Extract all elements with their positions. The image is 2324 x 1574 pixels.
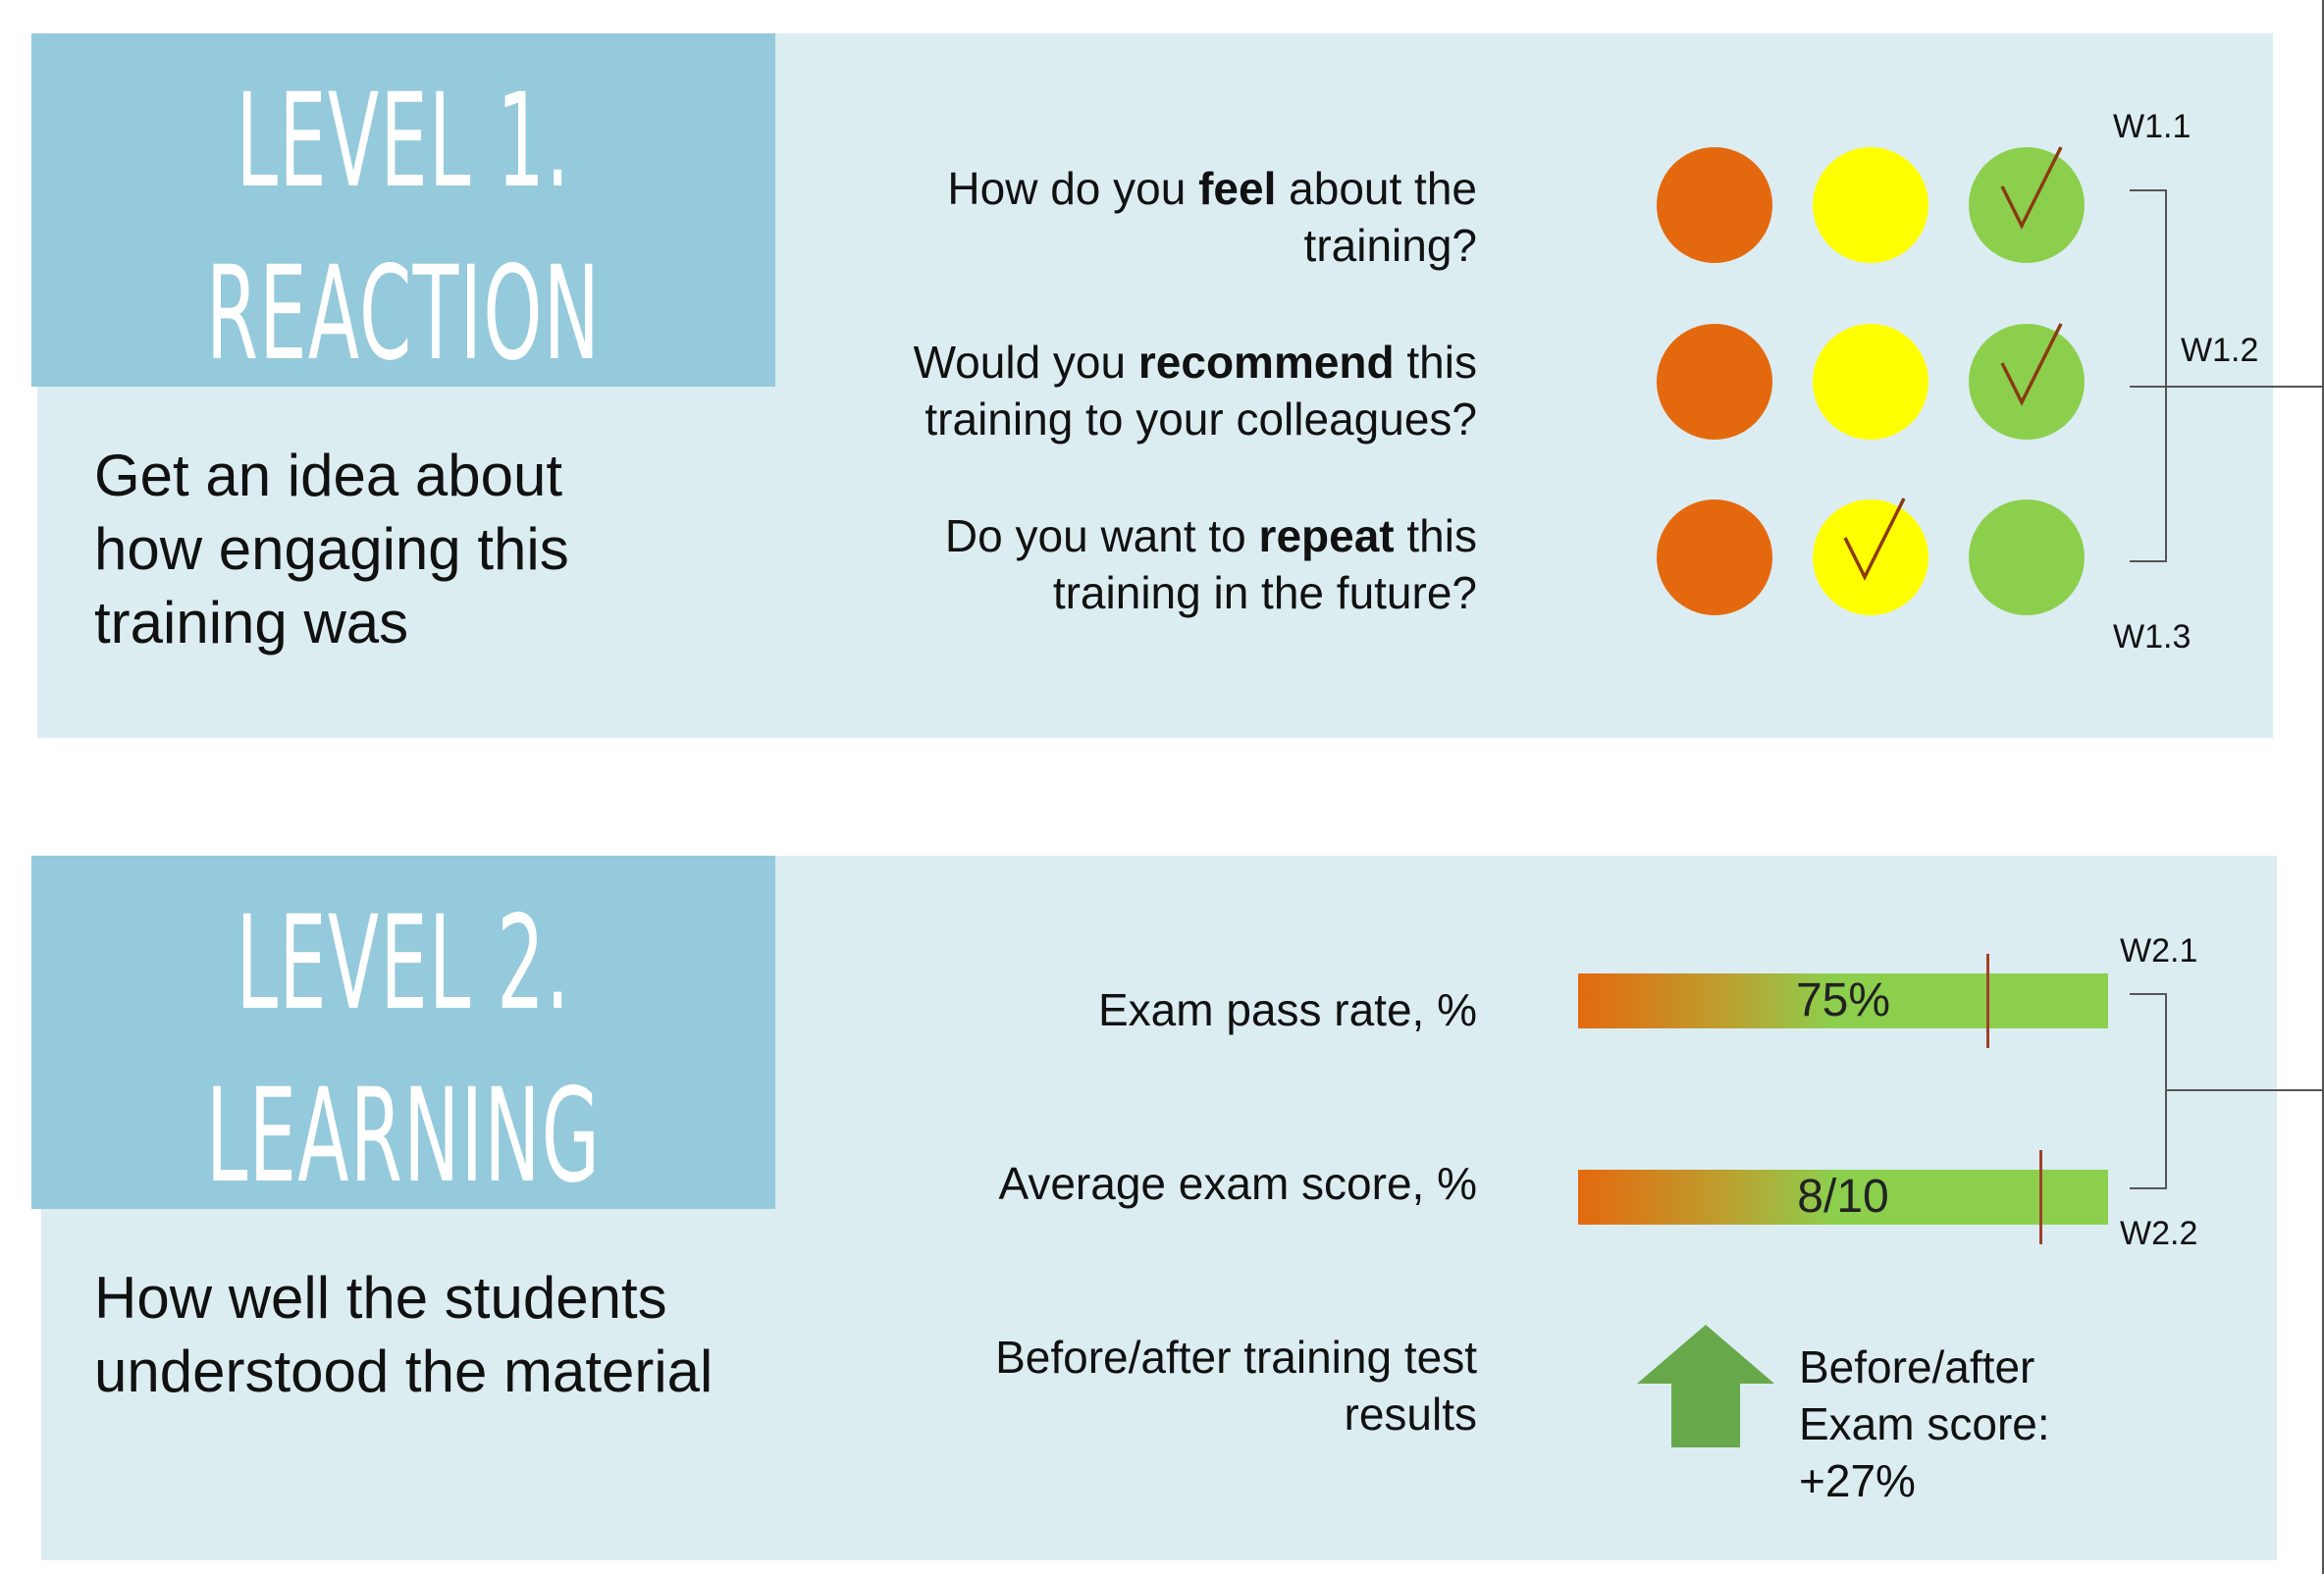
question-text-post: about the training? [1276, 163, 1477, 271]
level2-title-block: LEVEL 2. LEARNING [31, 856, 775, 1209]
bracket-vertical [2165, 189, 2167, 562]
check-icon [1843, 498, 1906, 581]
rating-dot-orange[interactable] [1657, 147, 1772, 263]
page-edge-line [2322, 0, 2324, 1574]
bracket-bottom-tick [2130, 1187, 2167, 1189]
level2-description: How well the students understood the mat… [94, 1265, 713, 1404]
check-icon [2000, 323, 2063, 406]
question-text-post: this training in the future? [1052, 510, 1477, 618]
pass-rate-value: 75% [1795, 974, 1891, 1026]
bracket-vertical [2165, 993, 2167, 1189]
level1-question-feel: How do you feel about the training? [805, 160, 1477, 274]
level1-question-repeat: Do you want to repeat this training in t… [805, 507, 1477, 621]
level1-description: Get an idea about how engaging this trai… [94, 443, 569, 656]
bracket-top-tick [2130, 993, 2167, 995]
question-text-post: this training to your colleagues? [924, 337, 1477, 445]
before-after-label: Before/after training test results [995, 1332, 1477, 1440]
before-after-result: Before/after Exam score: +27% [1799, 1341, 2050, 1506]
weight-label-w1-1: W1.1 [2113, 108, 2192, 145]
rating-dot-orange[interactable] [1657, 324, 1772, 440]
weight-label-w2-2: W2.2 [2120, 1215, 2198, 1252]
rating-dot-green[interactable] [1969, 324, 2085, 440]
level1-question-recommend: Would you recommend this training to you… [805, 334, 1477, 447]
weight-label-w1-2: W1.2 [2181, 332, 2259, 369]
metric-label-avg-score: Average exam score, % [998, 1158, 1478, 1209]
rating-dot-yellow[interactable] [1813, 324, 1928, 440]
level2-title-line1: LEVEL 2. [236, 888, 571, 1039]
question-keyword: feel [1198, 163, 1277, 214]
rating-dot-yellow[interactable] [1813, 499, 1928, 615]
pass-rate-marker [1986, 954, 1989, 1048]
question-keyword: repeat [1258, 510, 1395, 561]
rating-dot-orange[interactable] [1657, 499, 1772, 615]
question-text-pre: Would you [913, 337, 1138, 388]
question-text-pre: Do you want to [944, 510, 1259, 561]
check-icon [2000, 146, 2063, 230]
bracket-connector [2130, 386, 2324, 388]
question-text-pre: How do you [947, 163, 1199, 214]
level2-title-line2: LEARNING [205, 1061, 602, 1209]
up-arrow-icon [1637, 1325, 1774, 1447]
bracket-top-tick [2130, 189, 2167, 191]
level1-title-block: LEVEL 1. REACTION [31, 33, 775, 387]
question-keyword: recommend [1137, 337, 1395, 388]
avg-score-marker [2039, 1150, 2042, 1244]
rating-dot-green[interactable] [1969, 499, 2085, 615]
level1-title-line1: LEVEL 1. [236, 66, 571, 217]
metric-label-pass-rate: Exam pass rate, % [1097, 984, 1477, 1035]
rating-dot-yellow[interactable] [1813, 147, 1928, 263]
pass-rate-bar: 75% [1578, 954, 2108, 1048]
weight-label-w1-3: W1.3 [2113, 618, 2192, 656]
weight-label-w2-1: W2.1 [2120, 932, 2198, 970]
bracket-connector [2165, 1089, 2324, 1091]
bracket-bottom-tick [2130, 560, 2167, 562]
rating-dot-green[interactable] [1969, 147, 2085, 263]
avg-score-value: 8/10 [1797, 1171, 1889, 1223]
avg-score-bar: 8/10 [1578, 1150, 2108, 1244]
level1-title-line2: REACTION [205, 238, 602, 387]
